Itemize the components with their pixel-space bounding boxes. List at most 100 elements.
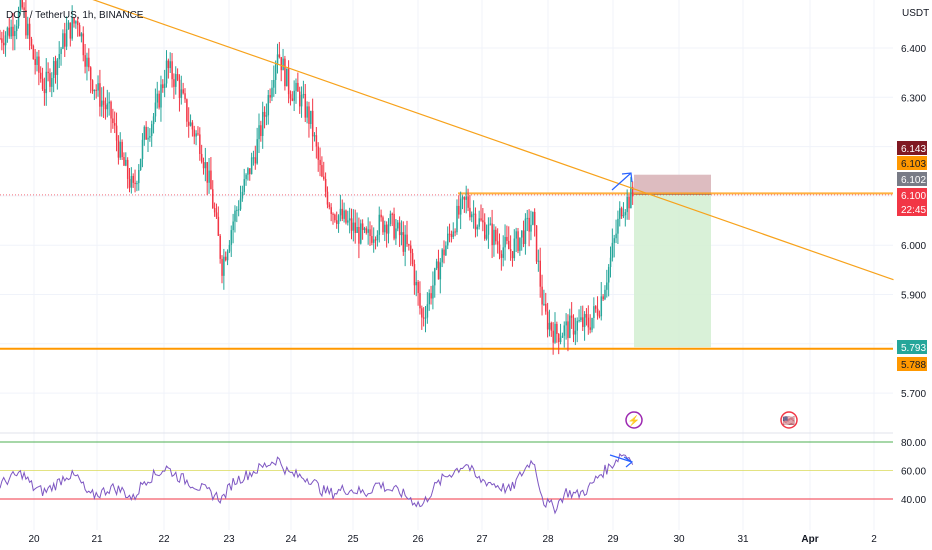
- candle-down: [49, 73, 51, 87]
- candle-up: [195, 133, 197, 137]
- candle-down: [332, 213, 334, 215]
- candle-up: [439, 262, 442, 280]
- candle-down: [184, 93, 186, 100]
- candle-down: [556, 323, 558, 334]
- candle-up: [67, 22, 70, 30]
- candle-up: [576, 320, 578, 331]
- candle-up: [65, 29, 68, 47]
- price-tag: 6.103: [897, 156, 927, 170]
- candle-up: [265, 115, 268, 117]
- candle-down: [382, 217, 384, 233]
- candle-up: [530, 224, 532, 232]
- candle-up: [519, 237, 521, 251]
- candle-up: [613, 238, 615, 243]
- candle-up: [337, 215, 340, 224]
- candle-down: [535, 225, 538, 262]
- candle-down: [212, 189, 214, 208]
- candle-up: [93, 89, 96, 92]
- candle-up: [149, 136, 151, 138]
- candle-up: [459, 198, 462, 215]
- us-flag-event-icon[interactable]: 🇺🇸: [780, 411, 798, 429]
- candle-up: [387, 224, 390, 234]
- candle-down: [371, 236, 373, 243]
- candle-up: [548, 322, 551, 330]
- candle-down: [34, 59, 36, 65]
- time-tick-label: 21: [91, 534, 103, 545]
- candle-down: [550, 322, 553, 331]
- candle-up: [526, 217, 529, 219]
- currency-label[interactable]: USDT: [902, 8, 929, 19]
- candle-up: [607, 267, 610, 283]
- candle-up: [276, 54, 279, 65]
- candle-up: [151, 124, 153, 137]
- candle-down: [463, 197, 466, 200]
- price-tag-label: 22:45: [901, 205, 926, 216]
- candle-down: [54, 61, 57, 75]
- candle-up: [400, 232, 403, 236]
- trendline-drawing[interactable]: [0, 0, 894, 281]
- event-ring: [780, 411, 798, 429]
- rsi-tick-label: 60.00: [901, 467, 926, 478]
- candle-up: [241, 191, 244, 199]
- candle-down: [411, 253, 414, 265]
- candle-down: [358, 226, 360, 244]
- horizontal-levels[interactable]: [0, 192, 893, 350]
- price-tag-bg: [897, 202, 927, 216]
- candle-up: [489, 223, 492, 225]
- candle-up: [606, 282, 608, 290]
- candle-down: [598, 315, 601, 317]
- candle-down: [330, 207, 332, 214]
- candle-down: [361, 223, 364, 230]
- candle-up: [106, 103, 109, 110]
- price-tag-bg: [897, 141, 927, 155]
- candle-down: [620, 208, 623, 217]
- price-tag-bg: [897, 340, 927, 354]
- candle-up: [415, 281, 418, 286]
- candle-down: [134, 182, 136, 184]
- candle-up: [136, 183, 138, 185]
- candle-up: [36, 56, 38, 65]
- candle-up: [163, 83, 166, 89]
- stop-loss-zone[interactable]: [634, 174, 711, 195]
- candle-down: [278, 54, 281, 58]
- candle-up: [300, 95, 303, 107]
- candle-down: [567, 321, 569, 338]
- candle-down: [263, 111, 266, 117]
- candle-down: [269, 95, 271, 98]
- lightning-event-icon[interactable]: ⚡: [625, 411, 643, 429]
- candle-down: [162, 84, 164, 89]
- event-markers[interactable]: ⚡ 🇺🇸: [625, 411, 798, 429]
- candle-up: [376, 234, 379, 241]
- take-profit-zone[interactable]: [634, 194, 711, 348]
- candle-up: [472, 213, 475, 215]
- symbol-title[interactable]: DOT / TetherUS, 1h, BINANCE: [6, 10, 144, 21]
- candle-down: [587, 317, 590, 328]
- candle-down: [495, 229, 497, 242]
- candle-down: [508, 240, 510, 250]
- candle-up: [363, 228, 366, 230]
- time-tick-label: 28: [542, 534, 554, 545]
- position-zones[interactable]: [634, 174, 711, 348]
- candle-up: [465, 196, 467, 200]
- candle-down: [38, 56, 40, 73]
- candle-up: [626, 196, 628, 213]
- price-tag: 22:45: [897, 202, 927, 216]
- candle-up: [258, 125, 260, 140]
- candle-down: [509, 249, 512, 252]
- downtrend-line[interactable]: [0, 0, 894, 281]
- candle-up: [619, 208, 621, 219]
- candle-up: [180, 89, 183, 98]
- candle-up: [513, 238, 516, 259]
- price-tag-bg: [897, 172, 927, 186]
- candle-up: [569, 315, 571, 338]
- candle-down: [482, 220, 484, 223]
- candle-up: [282, 58, 284, 71]
- candle-up: [10, 26, 12, 37]
- candle-down: [260, 125, 262, 137]
- candle-up: [360, 223, 362, 244]
- breakout-arrow[interactable]: [611, 172, 633, 191]
- candle-down: [41, 78, 44, 90]
- candle-down: [500, 254, 503, 258]
